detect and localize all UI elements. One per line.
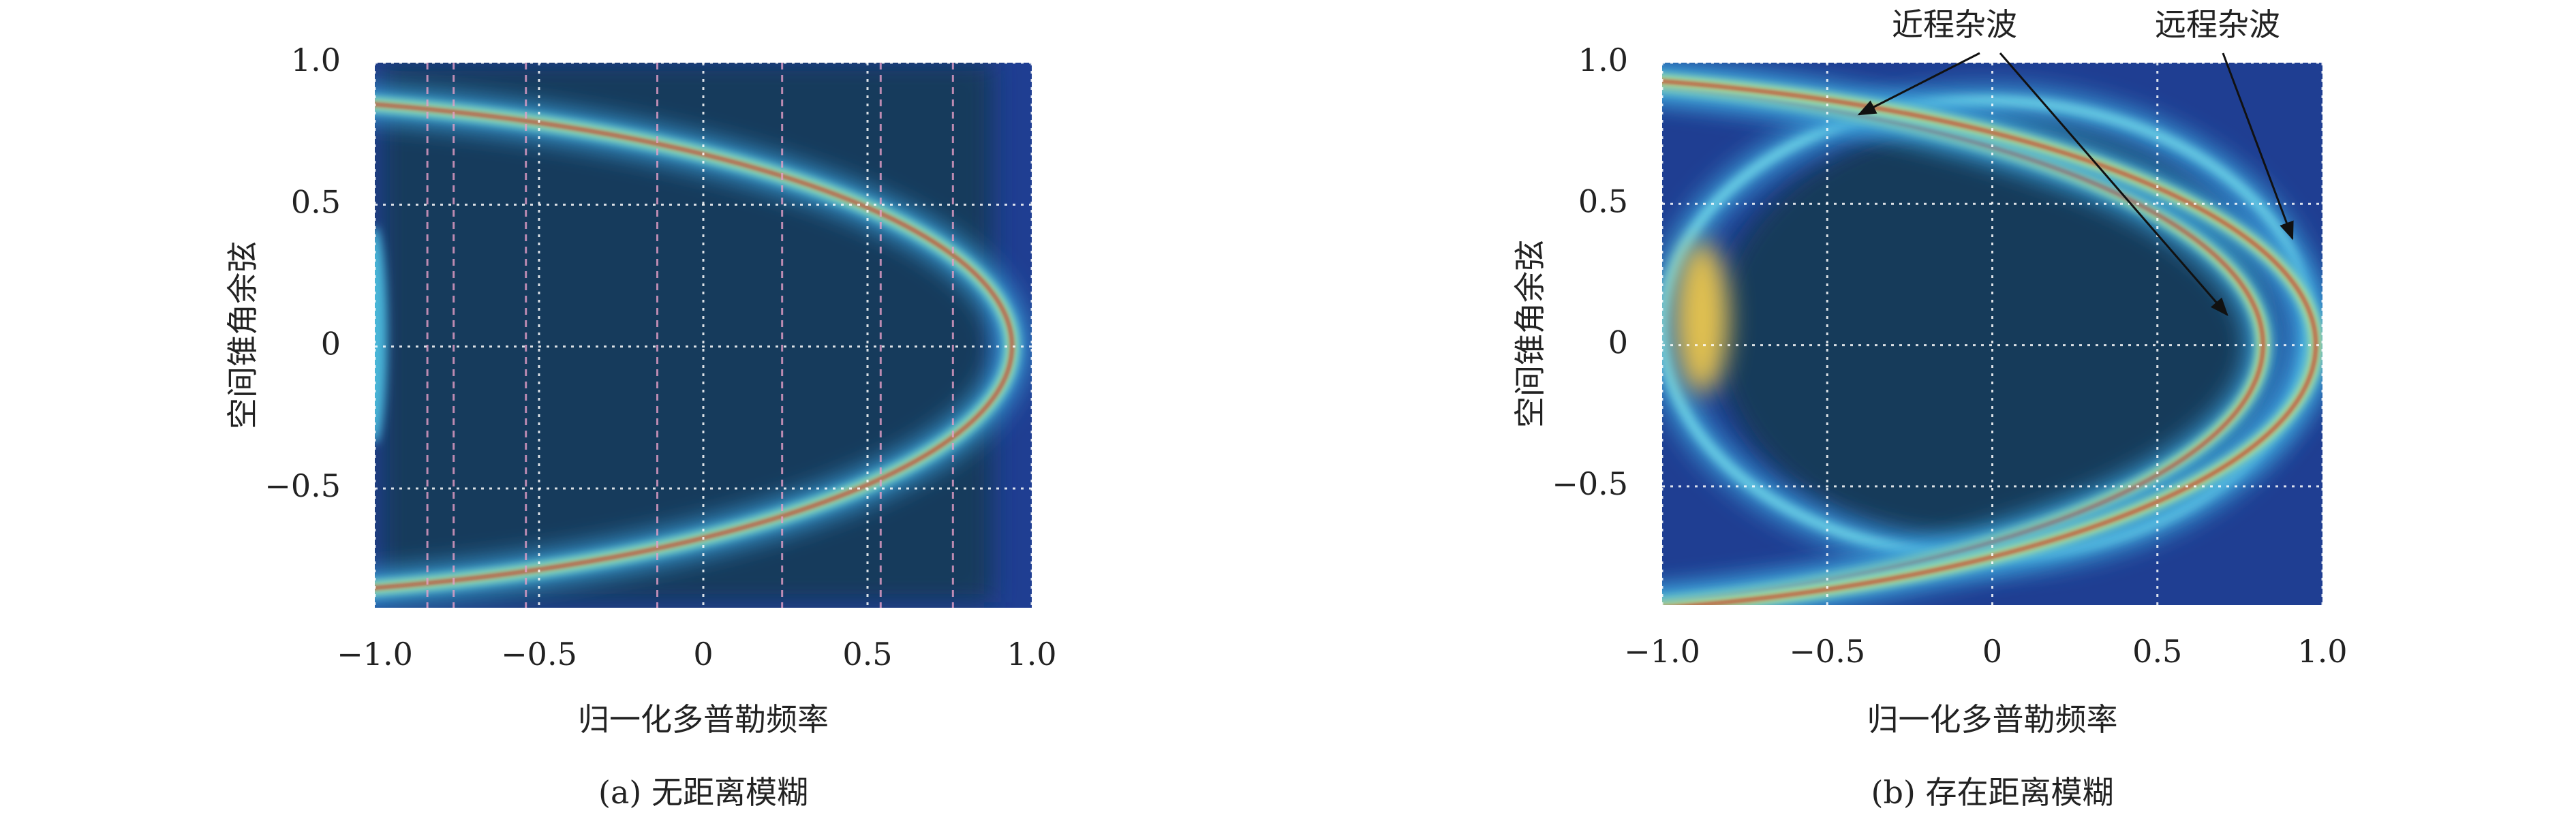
- x-tick-label: −1.0: [1624, 633, 1700, 670]
- x-tick-label: −1.0: [337, 636, 413, 672]
- y-tick-label: 0.5: [1578, 183, 1628, 219]
- clutter-edge: [375, 226, 387, 444]
- clutter-ridge: [375, 103, 1013, 589]
- x-tick-label: 0.5: [842, 636, 892, 672]
- x-axis-label: 归一化多普勒频率: [578, 701, 829, 738]
- plot-area: [1662, 63, 2322, 605]
- chart: −1.0 −0.5 0 0.5 1.01.00.50−0.5归一化多普勒频率空间锥角余弦…: [1512, 6, 2348, 811]
- x-axis-label: 归一化多普勒频率: [1867, 701, 2118, 738]
- caption: (a) 无距离模糊: [598, 774, 808, 811]
- y-axis-label: 空间锥角余弦: [224, 241, 261, 429]
- caption: (b) 存在距离模糊: [1871, 774, 2114, 811]
- y-tick-label: 1.0: [1578, 42, 1628, 78]
- annotation: 近程杂波: [1892, 6, 2017, 43]
- y-tick-label: 0.5: [291, 183, 341, 220]
- x-tick-label: 0: [693, 636, 713, 672]
- far-clutter-ridge: [1662, 80, 2317, 605]
- y-axis-label: 空间锥角余弦: [1512, 240, 1548, 428]
- y-tick-label: 0: [321, 326, 341, 362]
- x-tick-label: 1.0: [2297, 633, 2347, 670]
- x-tick-label: 0: [1982, 633, 2002, 670]
- annotation-arrow: [1857, 52, 1980, 116]
- annotation-arrow: [1999, 52, 2228, 317]
- y-tick-label: −0.5: [1552, 465, 1628, 502]
- x-tick-label: 1.0: [1007, 636, 1056, 672]
- clutter-edge: [1674, 241, 1730, 394]
- x-tick-label: 0.5: [2132, 633, 2182, 670]
- far-clutter-ridge: [1662, 84, 2265, 605]
- annotation: 远程杂波: [2155, 6, 2280, 43]
- x-tick-label: −0.5: [1789, 633, 1865, 670]
- annotation-arrow: [2222, 52, 2294, 241]
- x-tick-label: −0.5: [501, 636, 577, 672]
- plot-area: [375, 63, 1032, 608]
- y-tick-label: 0: [1608, 324, 1628, 361]
- y-tick-label: 1.0: [291, 42, 341, 78]
- y-tick-label: −0.5: [264, 467, 341, 504]
- chart: −1.0 −0.5 0 0.5 1.01.00.50−0.5归一化多普勒频率空间锥角余弦…: [224, 42, 1057, 811]
